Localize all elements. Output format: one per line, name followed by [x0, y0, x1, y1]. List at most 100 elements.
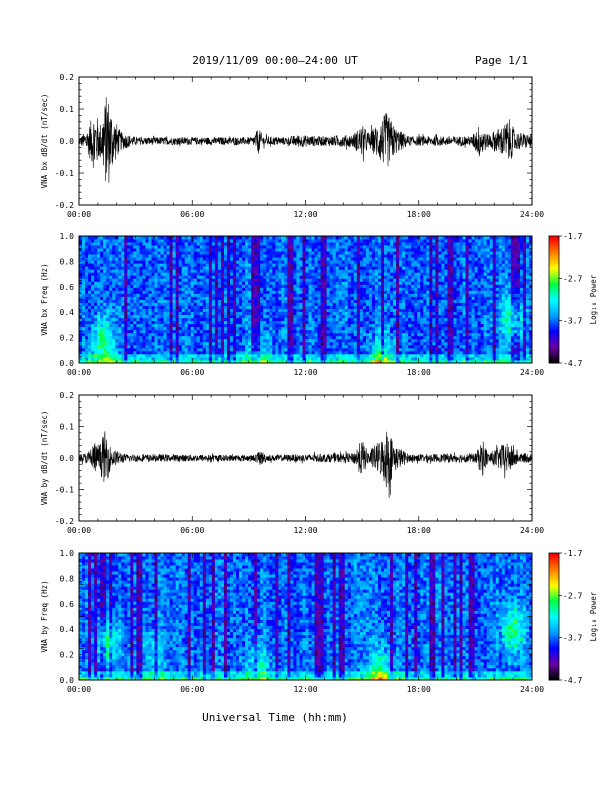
spectrogram-cell — [338, 320, 343, 325]
spectrogram-cell — [365, 278, 370, 282]
spectrogram-cell — [166, 278, 170, 282]
spectrogram-cell — [338, 236, 343, 240]
spectrogram-cell — [347, 329, 352, 334]
spectrogram-cell — [287, 353, 291, 358]
spectrogram-cell — [362, 236, 367, 240]
spectrogram-cell — [166, 290, 170, 294]
spectrogram-cell — [103, 236, 107, 240]
spectrogram-cell — [405, 323, 409, 328]
spectrogram-cell — [91, 356, 95, 361]
spectrogram-cell — [293, 350, 297, 355]
spectrogram-cell — [293, 269, 297, 273]
spectrogram-cell — [278, 299, 282, 303]
spectrogram-cell — [193, 287, 198, 291]
spectrogram-cell — [242, 329, 246, 334]
spectrogram-cell — [199, 329, 204, 334]
spectrogram-cell — [353, 263, 358, 267]
spectrogram-cell — [396, 320, 400, 325]
spectrogram-cell — [130, 332, 134, 337]
spectrogram-cell — [94, 356, 98, 361]
spectrogram-cell — [305, 287, 309, 291]
spectrogram-cell — [130, 329, 134, 334]
spectrogram-cell — [284, 350, 288, 355]
spectrogram-cell — [245, 257, 249, 261]
spectrogram-cell — [254, 338, 258, 343]
spectrogram-cell — [302, 350, 306, 355]
spectrogram-cell — [332, 263, 337, 267]
spectrogram-cell — [356, 275, 361, 279]
spectrogram-cell — [154, 290, 158, 294]
spectrogram-cell — [332, 308, 337, 312]
spectrogram-cell — [236, 329, 240, 334]
spectrogram-cell — [314, 239, 318, 243]
spectrogram-cell — [362, 299, 367, 303]
spectrogram-cell — [311, 359, 315, 364]
spectrogram-cell — [317, 341, 321, 346]
spectrogram-cell — [311, 287, 315, 291]
spectrogram-cell — [359, 335, 364, 340]
spectrogram-cell — [417, 284, 421, 288]
spectrogram-cell — [115, 335, 119, 340]
spectrogram-cell — [145, 245, 149, 249]
spectrogram-cell — [305, 305, 309, 309]
spectrogram-cell — [365, 335, 370, 340]
spectrogram-cell — [248, 341, 252, 346]
spectrogram-cell — [223, 254, 228, 258]
spectrogram-cell — [414, 344, 418, 349]
spectrogram-cell — [202, 236, 207, 240]
spectrogram-cell — [426, 299, 430, 303]
spectrogram-cell — [181, 359, 186, 364]
spectrogram-cell — [157, 332, 161, 337]
spectrogram-cell — [251, 347, 255, 352]
spectrogram-cell — [287, 341, 291, 346]
spectrogram-cell — [402, 311, 406, 316]
spectrogram-cell — [260, 275, 264, 279]
spectrogram-cell — [118, 311, 122, 316]
spectrogram-cell — [211, 272, 216, 276]
spectrogram-cell — [266, 356, 270, 361]
spectrogram-cell — [365, 305, 370, 309]
spectrogram-cell — [405, 287, 409, 291]
spectrogram-cell — [193, 323, 198, 328]
spectrogram-cell — [136, 323, 140, 328]
spectrogram-cell — [387, 332, 391, 337]
spectrogram-cell — [411, 242, 415, 246]
spectrogram-cell — [175, 254, 180, 258]
spectrogram-cell — [208, 344, 213, 349]
spectrogram-cell — [184, 311, 189, 316]
spectrogram-cell — [124, 335, 128, 340]
spectrogram-cell — [341, 287, 346, 291]
spectrogram-cell — [175, 260, 180, 264]
spectrogram-cell — [308, 311, 312, 316]
spectrogram-cell — [362, 266, 367, 270]
spectrogram-cell — [236, 281, 240, 285]
spectrogram-cell — [230, 350, 234, 355]
spectrogram-cell — [184, 257, 189, 261]
spectrogram-cell — [420, 239, 424, 243]
spectrogram-cell — [284, 296, 288, 300]
spectrogram-cell — [290, 299, 294, 303]
spectrogram-cell — [353, 281, 358, 285]
spectrogram-cell — [251, 317, 255, 322]
spectrogram-cell — [344, 320, 349, 325]
spectrogram-cell — [260, 293, 264, 297]
spectrogram-cell — [429, 317, 433, 322]
spectrogram-cell — [157, 314, 161, 319]
spectrogram-cell — [335, 254, 340, 258]
spectrogram-cell — [163, 314, 167, 319]
spectrogram-cell — [371, 284, 376, 288]
spectrogram-cell — [94, 314, 98, 319]
spectrogram-cell — [399, 266, 403, 270]
spectrogram-cell — [251, 332, 255, 337]
spectrogram-cell — [326, 275, 331, 279]
spectrogram-cell — [100, 335, 104, 340]
spectrogram-cell — [139, 335, 143, 340]
spectrogram-cell — [85, 278, 89, 282]
spectrogram-cell — [175, 305, 180, 309]
spectrogram-cell — [178, 290, 183, 294]
spectrogram-cell — [217, 317, 222, 322]
spectrogram-cell — [142, 296, 146, 300]
spectrogram-cell — [94, 293, 98, 297]
spectrogram-cell — [133, 320, 137, 325]
spectrogram-cell — [335, 269, 340, 273]
